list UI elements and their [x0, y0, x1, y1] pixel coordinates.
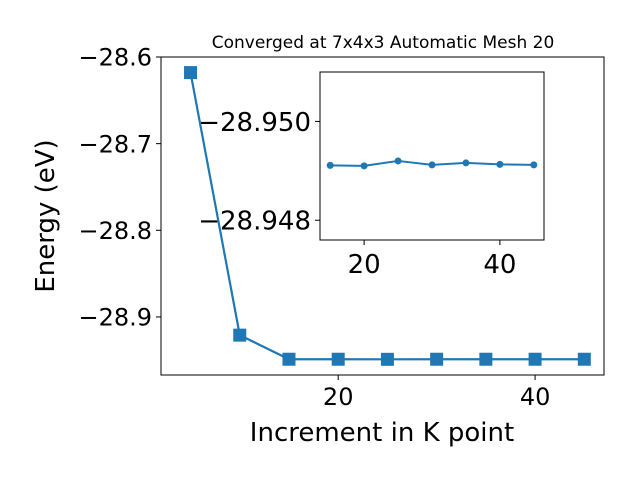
inset-y-tick-label: −28.950	[198, 108, 311, 138]
inset-data-point	[462, 159, 470, 167]
main-plot: Converged at 7x4x3 Automatic Mesh 20 20 4…	[31, 33, 605, 448]
inset-data-point	[530, 161, 538, 169]
main-title: Converged at 7x4x3 Automatic Mesh 20	[212, 33, 555, 53]
inset-x-tick-label: 20	[348, 250, 381, 280]
inset-data-point	[496, 160, 504, 168]
main-data-point	[282, 352, 296, 366]
inset-x-ticks: 20 40	[348, 240, 516, 280]
inset-background	[320, 72, 544, 240]
main-data-point	[184, 66, 198, 80]
inset-y-ticks: −28.950 −28.948	[198, 108, 320, 237]
main-x-tick-label: 40	[520, 383, 551, 411]
main-y-ticks: −28.6 −28.7 −28.8 −28.9	[78, 44, 161, 332]
main-y-tick-label: −28.9	[78, 304, 152, 332]
y-axis-label: Energy (eV)	[31, 139, 61, 292]
inset-data-point	[326, 161, 334, 169]
inset-x-tick-label: 40	[483, 250, 516, 280]
main-data-point	[233, 328, 247, 342]
main-data-point	[331, 352, 345, 366]
inset-data-point	[394, 157, 402, 165]
main-plot-frame	[160, 56, 605, 376]
main-y-tick-label: −28.8	[78, 217, 152, 245]
main-data-point	[479, 352, 493, 366]
main-data-point	[380, 352, 394, 366]
main-y-tick-label: −28.6	[78, 44, 152, 72]
inset-data-point	[360, 162, 368, 170]
main-data-point	[577, 352, 591, 366]
main-y-tick-label: −28.7	[78, 130, 152, 158]
x-axis-label: Increment in K point	[250, 418, 514, 448]
inset-plot-frame	[319, 71, 545, 241]
main-data-point	[430, 352, 444, 366]
main-x-ticks: 20 40	[323, 375, 550, 411]
inset-y-tick-label: −28.948	[198, 207, 311, 237]
main-x-tick-label: 20	[323, 383, 354, 411]
inset-data-point	[428, 161, 436, 169]
main-data-point	[528, 352, 542, 366]
inset-series	[326, 157, 538, 170]
main-series	[184, 66, 591, 366]
inset-plot: 20 40 −28.950−28.948	[198, 71, 545, 280]
